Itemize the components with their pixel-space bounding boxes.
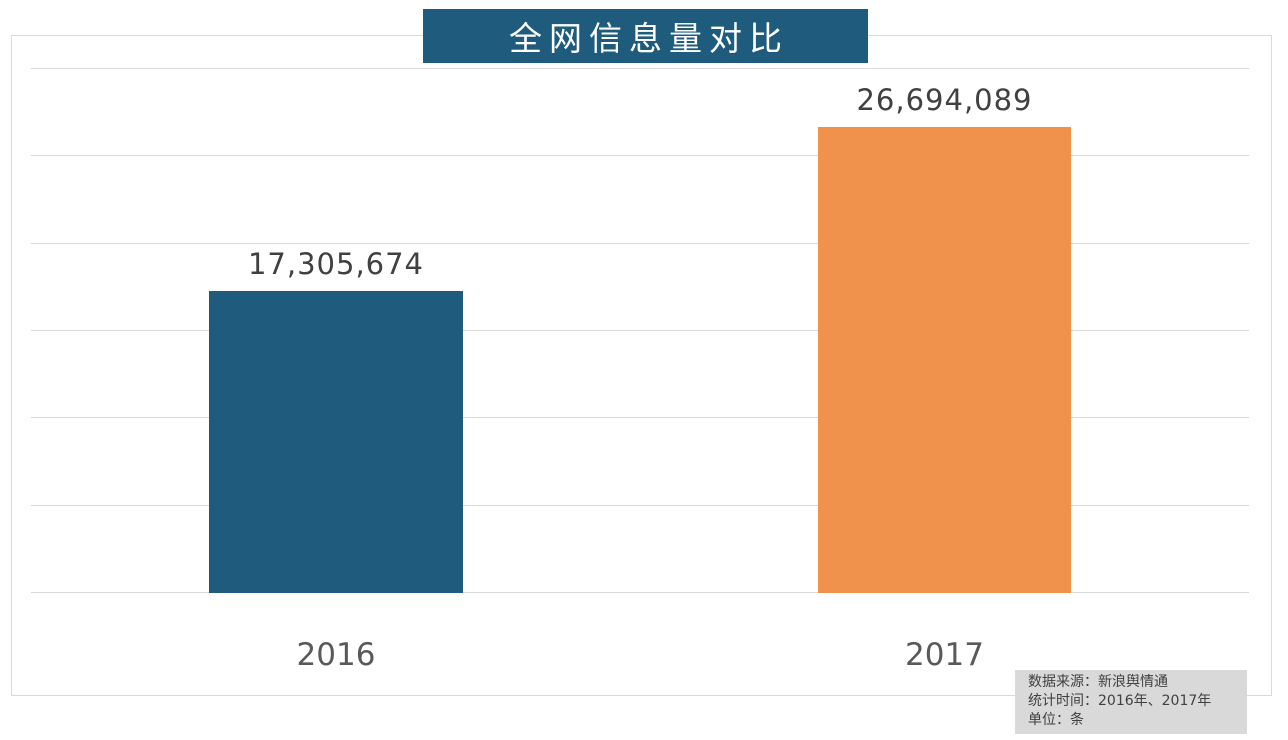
gridline (31, 505, 1249, 506)
gridline (31, 592, 1249, 593)
chart-title-box: 全网信息量对比 (423, 9, 868, 63)
gridline (31, 330, 1249, 331)
bar-2016 (209, 291, 463, 593)
source-note-line-datasource: 数据来源：新浪舆情通 (1028, 674, 1168, 690)
bar-value-label-2016: 17,305,674 (247, 247, 425, 281)
bar-2017 (818, 127, 1071, 593)
gridline (31, 243, 1249, 244)
gridline (31, 417, 1249, 418)
bar-value-label-2017: 26,694,089 (856, 83, 1033, 117)
source-note-box: 数据来源：新浪舆情通 统计时间：2016年、2017年 单位：条 (1015, 670, 1247, 734)
gridline (31, 68, 1249, 69)
gridline (31, 155, 1249, 156)
chart-title: 全网信息量对比 (509, 19, 789, 58)
axis-category-label-2017: 2017 (905, 637, 984, 673)
source-note-line-unit: 单位：条 (1028, 712, 1084, 728)
axis-category-label-2016: 2016 (296, 637, 376, 673)
source-note-line-period: 统计时间：2016年、2017年 (1028, 693, 1212, 709)
